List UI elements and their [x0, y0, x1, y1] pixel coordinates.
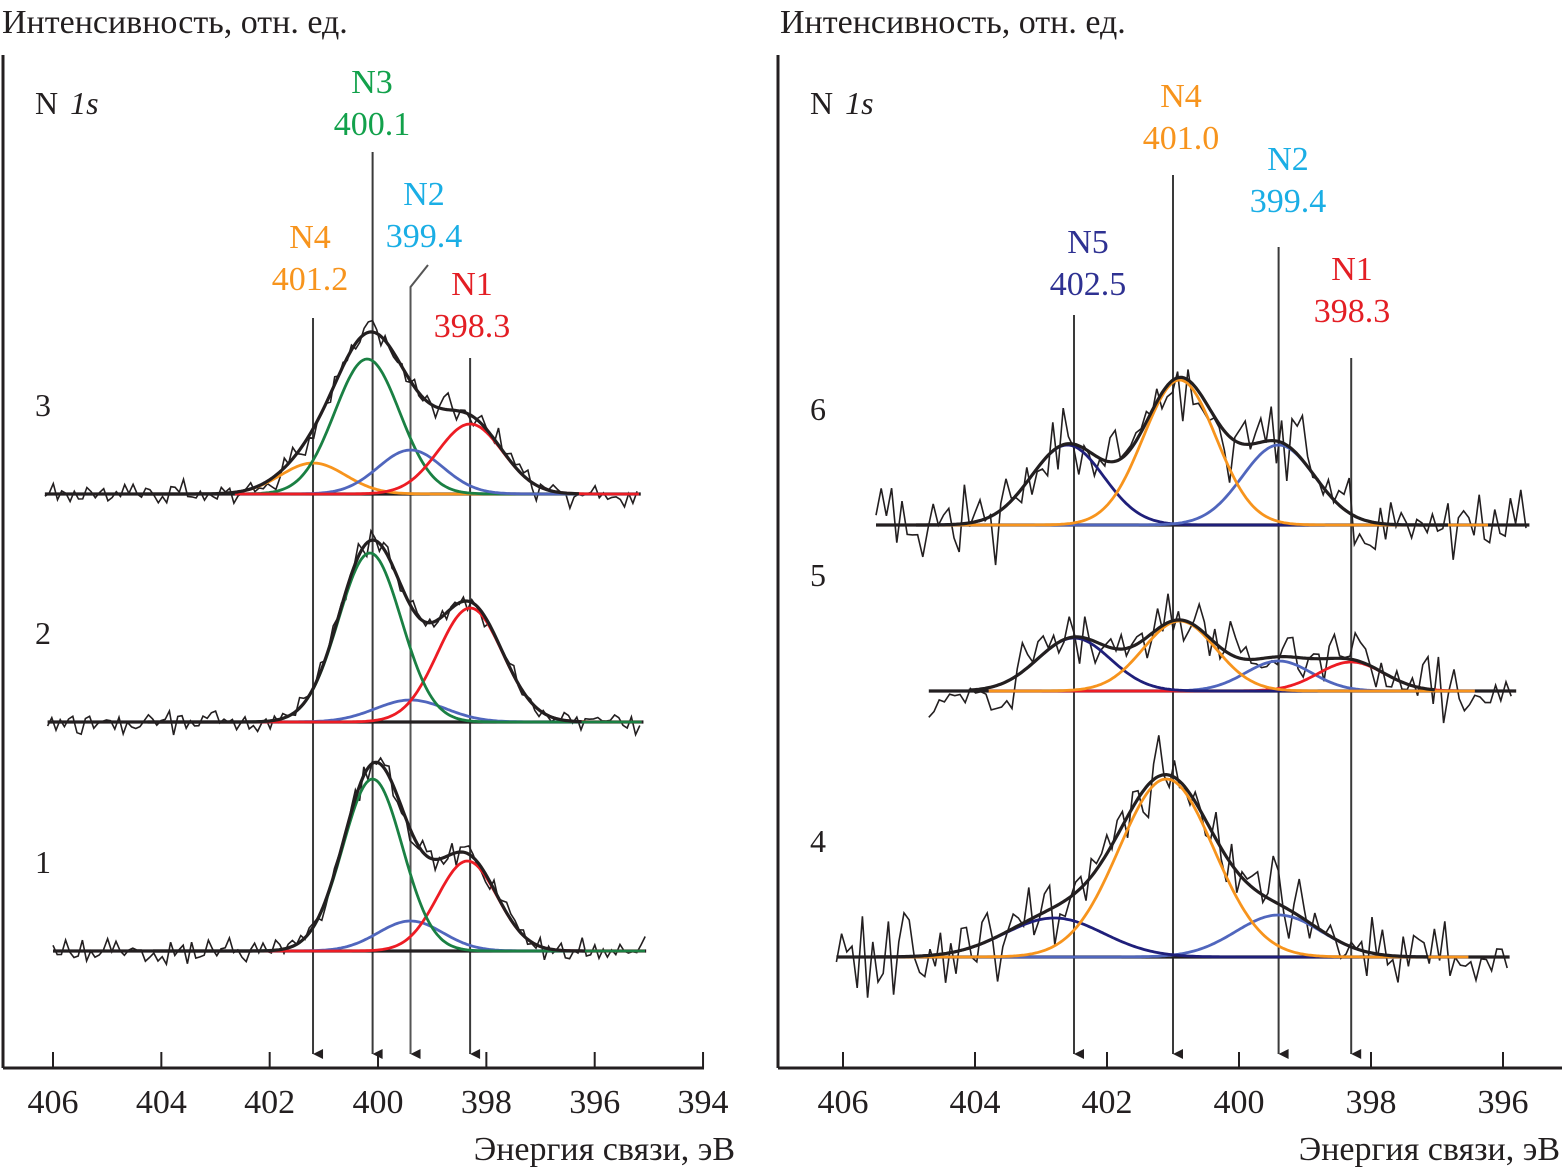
component-n2-curve [936, 443, 1488, 527]
component-n4-curve [234, 461, 639, 496]
peak-name-label: N1 [451, 266, 493, 303]
envelope-fit-curve [916, 375, 1448, 527]
peak-marker-n3: N3 400.1 [334, 64, 411, 1059]
x-tick-label: 406 [818, 1084, 869, 1121]
raw-spectrum-line [835, 735, 1508, 998]
envelope-fit-curve [144, 330, 579, 496]
component-n3-curve [243, 777, 645, 953]
component-n4-curve [936, 378, 1488, 527]
left-x-axis-title: Энергия связи, эВ [474, 1131, 735, 1168]
peak-marker-n4: N4 401.2 [272, 219, 349, 1059]
x-tick-label: 404 [950, 1084, 1001, 1121]
peak-marker-n1: N1 398.3 [434, 266, 511, 1059]
raw-spectrum-line [52, 756, 646, 967]
x-tick-label: 396 [1478, 1084, 1529, 1121]
peak-marker-n5: N5 402.5 [1050, 224, 1127, 1059]
left-x-ticks: 406 404 402 400 398 396 394 [28, 1052, 729, 1121]
right-series-group: 6 5 4 [810, 369, 1530, 998]
right-spectrum-element: N [810, 85, 833, 121]
x-tick-label: 394 [678, 1084, 729, 1121]
x-tick-label: 396 [569, 1084, 620, 1121]
x-tick-label: 406 [28, 1084, 79, 1121]
left-spectrum-orbital: 1s [70, 85, 98, 121]
x-tick-label: 402 [244, 1084, 295, 1121]
peak-energy-label: 398.3 [1314, 293, 1391, 330]
component-n4-curve [988, 619, 1475, 693]
peak-name-label: N4 [1160, 78, 1202, 115]
peak-energy-label: 399.4 [386, 218, 463, 255]
spectrum-1: 1 [35, 756, 647, 967]
peak-name-label: N1 [1331, 251, 1373, 288]
x-tick-label: 400 [1214, 1084, 1265, 1121]
peak-name-label: N3 [351, 64, 393, 101]
spectrum-number-label: 3 [35, 387, 51, 423]
peak-arrow [409, 264, 429, 1059]
right-x-ticks: 406 404 402 400 398 396 [818, 1052, 1529, 1121]
left-series-group: 3 2 1 [35, 319, 647, 967]
peak-name-label: N4 [289, 219, 331, 256]
raw-spectrum-line [44, 319, 638, 511]
spectrum-4: 4 [810, 735, 1510, 998]
raw-spectrum-line [46, 528, 641, 738]
x-tick-label: 398 [1346, 1084, 1397, 1121]
component-n3-curve [234, 357, 639, 496]
peak-marker-n2: N2 399.4 [1250, 141, 1327, 1059]
component-n4-curve [896, 777, 1469, 959]
x-tick-label: 404 [136, 1084, 187, 1121]
peak-marker-n1: N1 398.3 [1314, 251, 1391, 1059]
peak-name-label: N2 [403, 176, 445, 213]
peak-name-label: N2 [1267, 141, 1309, 178]
right-spectrum-label: N 1s [810, 85, 874, 121]
component-n5-curve [936, 443, 1488, 527]
peak-marker-n2: N2 399.4 [386, 176, 463, 1059]
spectrum-2: 2 [35, 528, 644, 738]
left-spectrum-label: N 1s [35, 85, 99, 121]
left-y-axis-title: Интенсивность, отн. ед. [2, 4, 348, 41]
peak-energy-label: 398.3 [434, 308, 511, 345]
right-y-axis-title: Интенсивность, отн. ед. [780, 4, 1126, 41]
peak-energy-label: 402.5 [1050, 266, 1127, 303]
peak-energy-label: 400.1 [334, 106, 411, 143]
right-spectrum-orbital: 1s [845, 85, 873, 121]
envelope-fit-curve [968, 618, 1435, 692]
spectrum-3: 3 [35, 319, 641, 511]
spectrum-number-label: 6 [810, 391, 826, 427]
x-tick-label: 398 [461, 1084, 512, 1121]
spectrum-number-label: 5 [810, 557, 826, 593]
spectrum-5: 5 [810, 557, 1517, 724]
right-x-axis-title: Энергия связи, эВ [1299, 1131, 1560, 1168]
x-tick-label: 400 [353, 1084, 404, 1121]
right-panel: Интенсивность, отн. ед. 406 404 402 400 398 3… [776, 4, 1562, 1168]
envelope-fit-curve [153, 760, 585, 953]
peak-energy-label: 401.0 [1143, 120, 1220, 157]
peak-energy-label: 401.2 [272, 261, 349, 298]
left-peak-markers: N4 401.2 N3 400.1 N2 399.4 N1 398.3 [272, 64, 511, 1059]
right-peak-markers: N5 402.5 N4 401.0 N2 399.4N1 398.3 [1050, 78, 1391, 1059]
peak-marker-n4: N4 401.0 [1143, 78, 1220, 1059]
peak-energy-label: 399.4 [1250, 183, 1327, 220]
spectrum-number-label: 4 [810, 823, 826, 859]
raw-spectrum-line [928, 593, 1512, 724]
envelope-fit-curve [876, 772, 1429, 959]
x-tick-label: 402 [1082, 1084, 1133, 1121]
left-panel: Интенсивность, отн. ед. 406 404 402 400 398 3… [1, 4, 735, 1168]
spectrum-number-label: 1 [35, 844, 51, 880]
raw-spectrum-line [875, 369, 1527, 566]
peak-name-label: N5 [1067, 224, 1109, 261]
component-n3-curve [237, 551, 642, 724]
envelope-fit-curve [147, 538, 582, 724]
spectrum-number-label: 2 [35, 615, 51, 651]
spectrum-6: 6 [810, 369, 1530, 566]
left-spectrum-element: N [35, 85, 58, 121]
